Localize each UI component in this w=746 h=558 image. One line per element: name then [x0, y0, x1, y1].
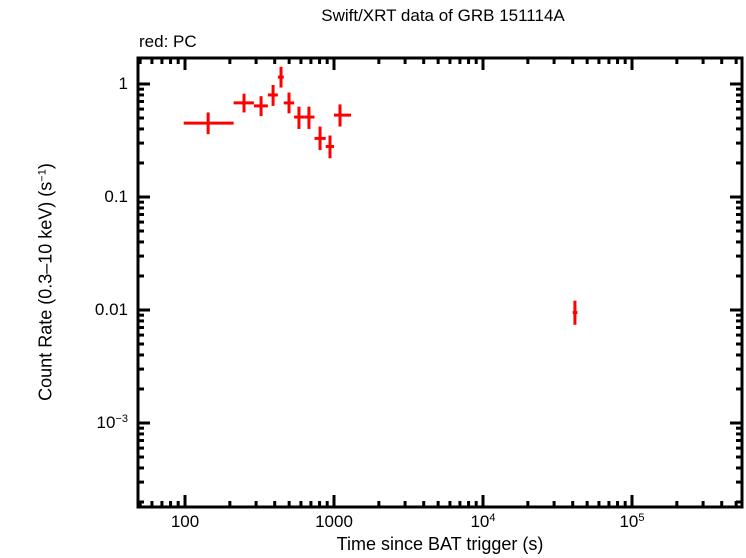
x-tick-label: 100: [170, 512, 200, 531]
data-point: [334, 104, 351, 127]
data-point: [572, 300, 578, 325]
x-tick-label: 104: [470, 512, 496, 531]
data-point: [304, 106, 315, 129]
x-tick-label: 105: [619, 512, 645, 531]
y-tick-label: 0.01: [94, 300, 128, 319]
y-axis-ticks: [138, 82, 742, 504]
x-tick-label: 1000: [315, 512, 353, 531]
y-tick-label: 10−3: [96, 413, 128, 432]
data-point: [325, 135, 334, 159]
data-point: [233, 93, 254, 113]
y-tick-label: 1: [118, 74, 128, 93]
data-point: [294, 106, 305, 129]
y-axis-label: Count Rate (0.3–10 keV) (s−1): [35, 163, 56, 401]
chart-title: Swift/XRT data of GRB 151114A: [321, 6, 565, 25]
data-point: [277, 66, 284, 88]
plot-frame: [136, 56, 744, 509]
data-point: [314, 126, 326, 151]
x-axis-label: Time since BAT trigger (s): [336, 534, 544, 554]
series-pc: [183, 66, 578, 325]
x-axis-ticks: [138, 58, 738, 507]
y-tick-label: 0.1: [104, 187, 128, 206]
data-point: [183, 112, 234, 135]
data-point: [253, 96, 268, 117]
data-point: [267, 84, 278, 106]
data-point: [283, 92, 295, 114]
chart-subtitle: red: PC: [139, 32, 197, 51]
